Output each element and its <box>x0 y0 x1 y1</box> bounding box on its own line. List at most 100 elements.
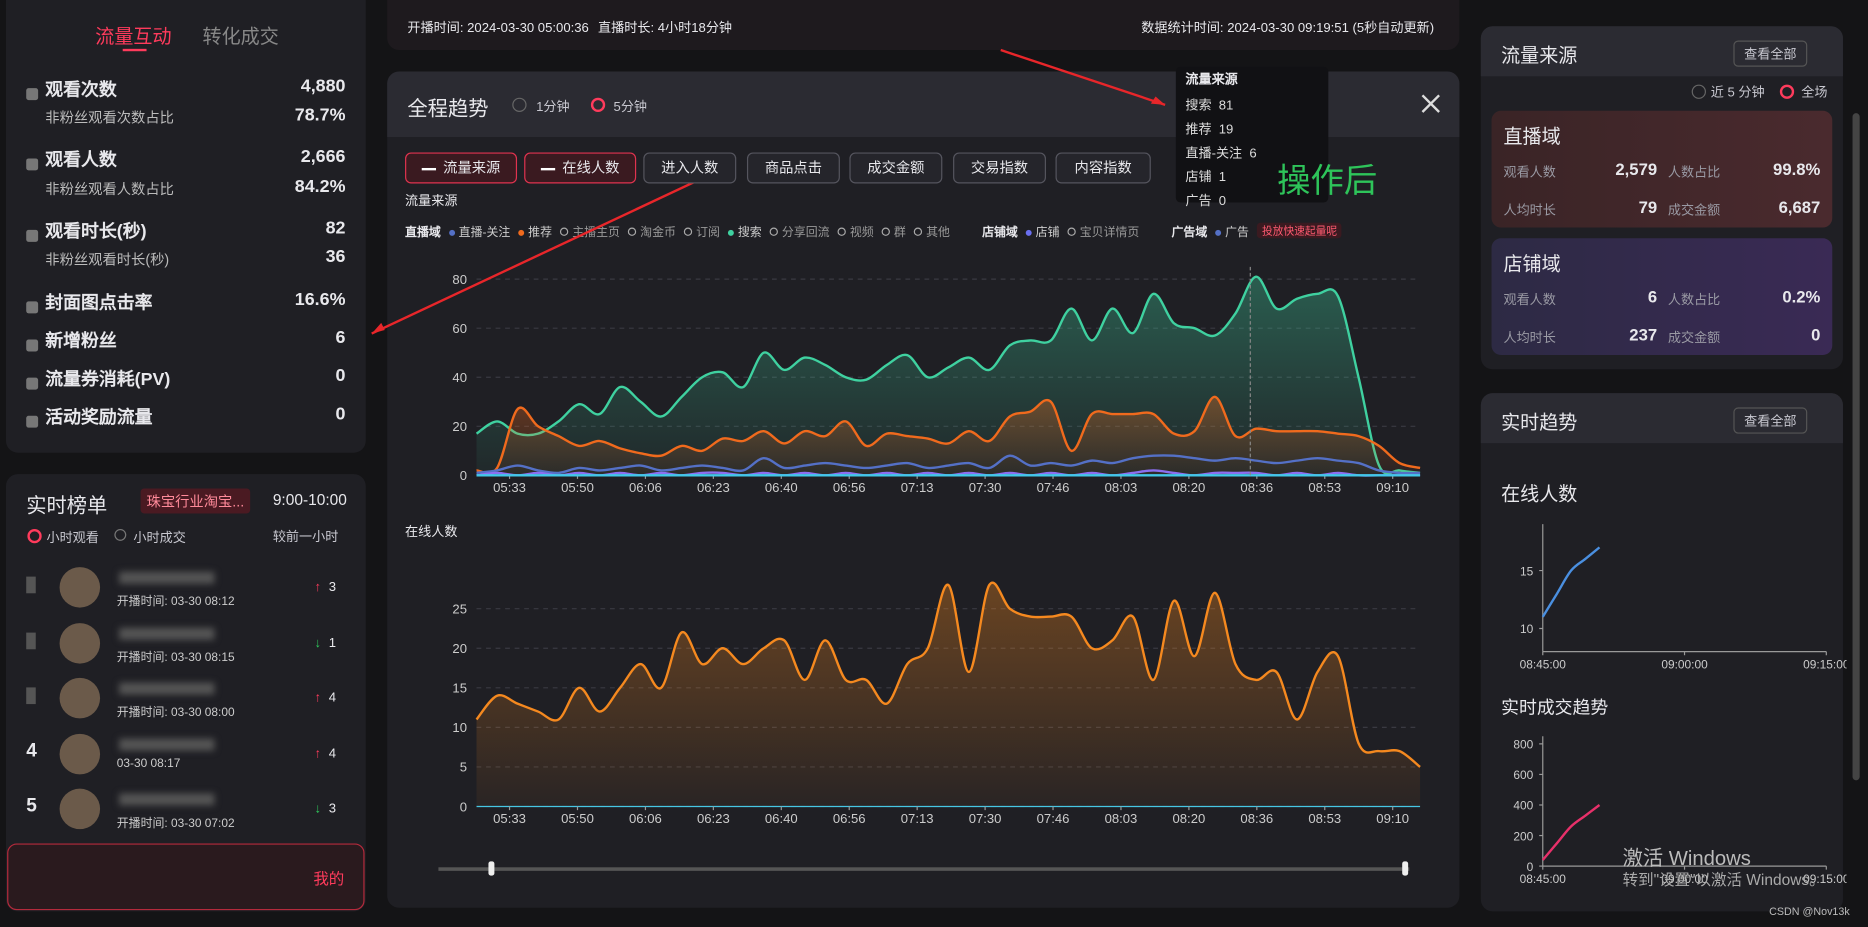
x-tick-label: 06:06 <box>629 811 662 826</box>
metric-label: 观看人数 <box>45 150 117 171</box>
tab[interactable]: 流量互动 <box>95 27 172 48</box>
start-time: 开播时间: 03-30 07:02 <box>116 817 235 831</box>
rank-icon <box>26 687 36 705</box>
range[interactable]: 近 5 分钟 <box>1710 85 1765 101</box>
legend-label: 主播主页 <box>572 226 620 240</box>
change-arrow: ↓ <box>314 635 322 650</box>
trend-panel <box>1480 393 1843 912</box>
legend-label: 订阅 <box>696 226 720 240</box>
tab-button[interactable]: 交易指数 <box>953 152 1046 184</box>
button-label: 内容指数 <box>1074 159 1132 177</box>
start-time: 开播时间: 03-30 08:15 <box>116 651 235 665</box>
metric-label: 流量券消耗(PV) <box>45 369 171 390</box>
legend-item: 其他 <box>914 222 950 239</box>
chart-title: 流量来源 <box>405 194 458 209</box>
radio[interactable] <box>1691 84 1706 99</box>
area <box>476 582 1421 807</box>
range[interactable]: 全场 <box>1801 85 1828 101</box>
interval[interactable]: 1分钟 <box>536 100 570 115</box>
metric-value: 82 <box>325 218 346 239</box>
tab-button[interactable]: 内容指数 <box>1055 152 1151 184</box>
legend-dot <box>728 229 735 236</box>
metric-sub-value: 78.7% <box>294 104 346 126</box>
radio[interactable] <box>27 528 42 544</box>
view-all[interactable]: 查看全部 <box>1733 407 1808 434</box>
change: 1 <box>328 635 337 650</box>
my-row[interactable] <box>7 843 365 911</box>
k: 人均时长 <box>1503 203 1556 219</box>
radio[interactable] <box>512 97 527 112</box>
tooltip-name: 店铺 <box>1185 170 1212 185</box>
line <box>475 581 1421 768</box>
slider-handle[interactable] <box>1402 861 1409 876</box>
tooltip-row: 广告 0 <box>1185 191 1318 210</box>
x-tick-label: 06:40 <box>765 811 798 826</box>
legend-item: 视频 <box>837 222 874 239</box>
chart: 0 20 40 60 80 05:33 05:50 06:06 06:23 06:40 06:56 0… <box>452 272 1421 495</box>
hover-line <box>1249 266 1251 476</box>
stat-time: 数据统计时间: 2024-03-30 09:19:51 (5秒自动更新) <box>1141 21 1435 36</box>
change: 4 <box>328 746 337 761</box>
panel-title: 流量来源 <box>1501 46 1578 67</box>
metrics-panel <box>5 0 366 453</box>
tab-button[interactable]: 进入人数 <box>643 152 737 184</box>
metric-sub-label: 非粉丝观看次数占比 <box>45 109 174 127</box>
metric-sub-label: 非粉丝观看人数占比 <box>45 181 174 198</box>
x-tick-label: 07:13 <box>901 811 934 826</box>
line <box>475 275 1421 475</box>
legend-item: 主播主页 <box>560 222 620 240</box>
y-tick-label: 5 <box>460 760 467 775</box>
legend: 直播域 直播-关注 推荐 主播主页 淘金币 订阅 搜索 分享回流 视频 群 其他 店铺域 店铺 宝贝详情页… <box>405 222 1342 240</box>
area <box>476 276 1421 476</box>
avatar <box>59 567 101 608</box>
credit: CSDN @Nov13k <box>1769 905 1850 918</box>
y-tick-label: 60 <box>452 321 467 336</box>
line-icon <box>421 167 437 171</box>
tab-button[interactable]: 商品点击 <box>746 152 840 184</box>
view-all[interactable]: 查看全部 <box>1733 40 1808 67</box>
tab-button[interactable]: 流量来源 <box>405 152 518 184</box>
radio[interactable] <box>590 97 606 112</box>
legend-dot <box>837 227 847 236</box>
radio[interactable] <box>1779 84 1795 99</box>
legend-item: 订阅 <box>684 222 720 240</box>
filter[interactable]: 小时成交 <box>133 531 186 546</box>
tab-button[interactable]: 成交金额 <box>849 152 943 184</box>
change: 4 <box>328 690 337 706</box>
metric-value: 0 <box>335 365 346 386</box>
legend-dot <box>684 227 693 236</box>
radio[interactable] <box>114 528 127 541</box>
x-tick-label: 08:53 <box>1308 811 1341 826</box>
legend-dot <box>449 229 456 236</box>
tab[interactable]: 转化成交 <box>202 27 279 48</box>
v: 2,579 <box>1615 159 1658 179</box>
legend-label: 推荐 <box>528 226 552 240</box>
legend-label: 分享回流 <box>781 226 830 240</box>
y-tick-label: 0 <box>460 468 467 483</box>
filter[interactable]: 小时观看 <box>46 531 99 546</box>
mine-label: 我的 <box>313 869 345 888</box>
tooltip-row: 推荐 19 <box>1185 119 1318 138</box>
slider-handle[interactable] <box>488 861 495 876</box>
tooltip-value: 19 <box>1218 122 1234 138</box>
scrollbar[interactable] <box>1852 113 1860 781</box>
slider[interactable] <box>438 867 1410 871</box>
close[interactable] <box>1420 93 1441 114</box>
ranking-tag[interactable]: 珠宝行业淘宝... <box>140 488 251 514</box>
x-tick-label: 08:20 <box>1173 480 1206 495</box>
y-tick-label: 400 <box>1513 799 1533 813</box>
k: 观看人数 <box>1503 165 1556 180</box>
v: 237 <box>1629 325 1658 345</box>
ranking-time: 9:00-10:00 <box>272 490 347 509</box>
tooltip-name: 搜索 <box>1185 98 1212 114</box>
change: 3 <box>328 580 337 595</box>
change: 3 <box>328 801 337 817</box>
x-tick-label: 05:33 <box>493 811 526 826</box>
interval[interactable]: 5分钟 <box>613 100 648 115</box>
button-label: 在线人数 <box>562 159 620 177</box>
legend-dot <box>1067 227 1077 236</box>
x-tick-label: 06:23 <box>697 480 730 495</box>
tab-button[interactable]: 在线人数 <box>524 152 637 184</box>
metric-icon <box>26 88 39 101</box>
